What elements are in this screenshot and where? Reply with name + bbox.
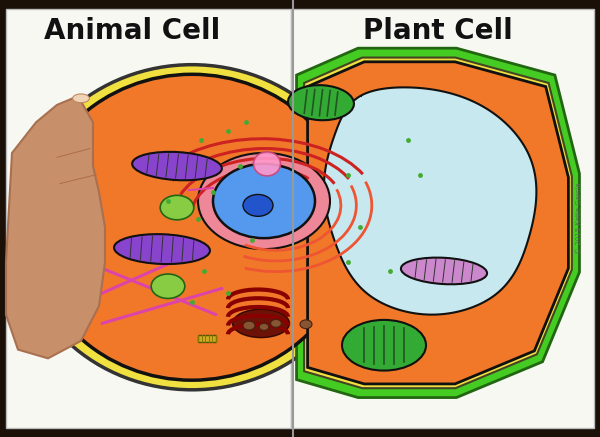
Ellipse shape xyxy=(132,152,222,180)
Text: Plant Cell: Plant Cell xyxy=(363,17,513,45)
Polygon shape xyxy=(304,58,572,388)
Ellipse shape xyxy=(233,309,290,338)
Ellipse shape xyxy=(151,274,185,298)
Ellipse shape xyxy=(401,257,487,284)
Ellipse shape xyxy=(73,94,89,103)
Polygon shape xyxy=(296,48,580,398)
Ellipse shape xyxy=(271,319,281,327)
Ellipse shape xyxy=(17,65,367,390)
Ellipse shape xyxy=(243,194,273,216)
Ellipse shape xyxy=(288,85,354,120)
Ellipse shape xyxy=(342,320,426,371)
FancyBboxPatch shape xyxy=(291,9,594,428)
Ellipse shape xyxy=(198,153,330,249)
Ellipse shape xyxy=(243,321,255,330)
Polygon shape xyxy=(324,87,536,315)
FancyBboxPatch shape xyxy=(6,9,291,428)
Polygon shape xyxy=(308,62,568,384)
Ellipse shape xyxy=(254,152,281,176)
Ellipse shape xyxy=(213,164,315,238)
Ellipse shape xyxy=(160,195,194,220)
Ellipse shape xyxy=(300,320,312,329)
Ellipse shape xyxy=(30,74,354,380)
Ellipse shape xyxy=(114,234,210,264)
Text: Animal Cell: Animal Cell xyxy=(44,17,220,45)
FancyBboxPatch shape xyxy=(198,335,216,342)
Ellipse shape xyxy=(259,323,269,330)
Text: © 2015 Katie Garcia: © 2015 Katie Garcia xyxy=(576,183,582,254)
Polygon shape xyxy=(6,96,105,358)
